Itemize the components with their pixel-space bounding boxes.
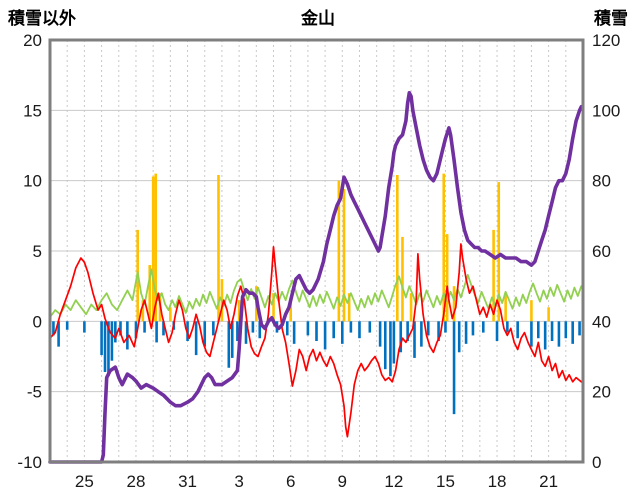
svg-text:-5: -5 [27,383,42,402]
svg-text:6: 6 [286,472,295,491]
chart-title: 金山 [301,9,335,28]
svg-text:20: 20 [592,383,611,402]
svg-text:80: 80 [592,172,611,191]
svg-text:40: 40 [592,312,611,331]
svg-text:60: 60 [592,242,611,261]
svg-text:28: 28 [127,472,146,491]
svg-text:21: 21 [539,472,558,491]
svg-text:5: 5 [33,242,42,261]
svg-text:100: 100 [592,101,620,120]
svg-text:12: 12 [384,472,403,491]
svg-text:-10: -10 [17,453,42,472]
svg-text:120: 120 [592,31,620,50]
svg-text:15: 15 [436,472,455,491]
svg-text:10: 10 [23,172,42,191]
svg-text:3: 3 [234,472,243,491]
svg-text:18: 18 [488,472,507,491]
svg-text:25: 25 [75,472,94,491]
svg-text:0: 0 [33,312,42,331]
svg-text:9: 9 [338,472,347,491]
right-axis-title: 積雪 [594,9,628,28]
svg-text:0: 0 [592,453,601,472]
svg-text:20: 20 [23,31,42,50]
left-axis-title: 積雪以外 [8,9,76,28]
svg-text:15: 15 [23,101,42,120]
svg-text:31: 31 [178,472,197,491]
